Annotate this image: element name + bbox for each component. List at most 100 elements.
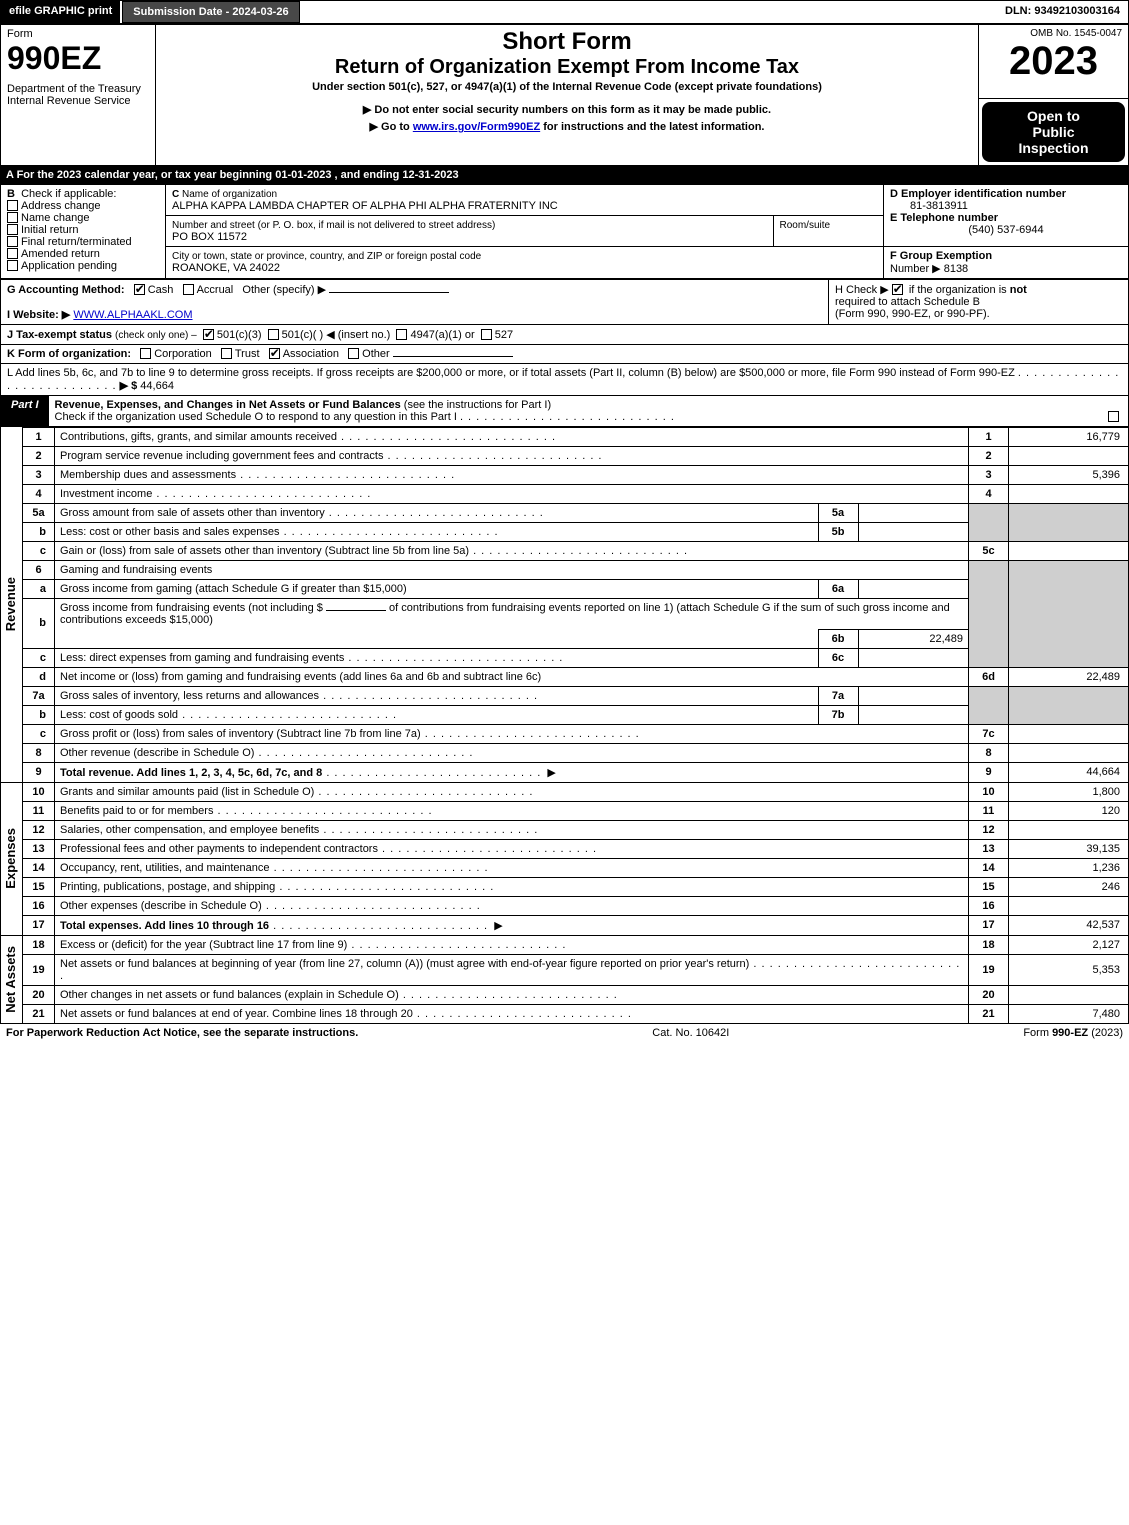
checkbox-amended-return[interactable] xyxy=(7,248,18,259)
dept-irs: Internal Revenue Service xyxy=(7,95,149,107)
line-5c-amount xyxy=(1009,541,1129,560)
section-b-label: B xyxy=(7,188,15,200)
checkbox-address-change[interactable] xyxy=(7,200,18,211)
line-5a-desc: Gross amount from sale of assets other t… xyxy=(55,504,818,522)
line-20-amount xyxy=(1009,985,1129,1004)
line-8-amount xyxy=(1009,743,1129,762)
gross-receipts: 44,664 xyxy=(140,380,174,392)
line-17-amount: 42,537 xyxy=(1009,915,1129,935)
form-word: Form xyxy=(7,28,149,40)
phone-value: (540) 537-6944 xyxy=(890,224,1122,236)
line-12-desc: Salaries, other compensation, and employ… xyxy=(55,820,969,839)
line-6a-desc: Gross income from gaming (attach Schedul… xyxy=(55,580,818,598)
footer-catno: Cat. No. 10642I xyxy=(652,1027,729,1039)
note-goto: ▶ Go to www.irs.gov/Form990EZ for instru… xyxy=(162,118,972,135)
checkbox-assoc[interactable] xyxy=(269,348,280,359)
top-bar: efile GRAPHIC print Submission Date - 20… xyxy=(0,0,1129,24)
line-11-desc: Benefits paid to or for members xyxy=(55,801,969,820)
line-3-desc: Membership dues and assessments xyxy=(55,465,969,484)
checkbox-accrual[interactable] xyxy=(183,284,194,295)
checkbox-trust[interactable] xyxy=(221,348,232,359)
line-5b-mini xyxy=(858,523,968,541)
line-15-amount: 246 xyxy=(1009,877,1129,896)
line-4-amount xyxy=(1009,484,1129,503)
line-18-amount: 2,127 xyxy=(1009,935,1129,954)
line-5b-desc: Less: cost or other basis and sales expe… xyxy=(55,523,818,541)
other-method-input[interactable] xyxy=(329,292,449,293)
vlabel-revenue: Revenue xyxy=(1,573,20,635)
title-return: Return of Organization Exempt From Incom… xyxy=(162,56,972,79)
line-18-desc: Excess or (deficit) for the year (Subtra… xyxy=(55,935,969,954)
line-9-desc: Total revenue. Add lines 1, 2, 3, 4, 5c,… xyxy=(55,762,969,782)
other-org-input[interactable] xyxy=(393,356,513,357)
line-21-amount: 7,480 xyxy=(1009,1004,1129,1023)
checkbox-527[interactable] xyxy=(481,329,492,340)
efile-print-link[interactable]: efile GRAPHIC print xyxy=(1,1,122,23)
section-l: L Add lines 5b, 6c, and 7b to line 9 to … xyxy=(0,364,1129,396)
line-6b-desc1: Gross income from fundraising events (no… xyxy=(55,598,969,629)
irs-link[interactable]: www.irs.gov/Form990EZ xyxy=(413,121,540,133)
street-value: PO BOX 11572 xyxy=(172,231,247,243)
line-12-amount xyxy=(1009,820,1129,839)
section-f-label: F Group Exemption xyxy=(890,250,992,262)
checkbox-other-org[interactable] xyxy=(348,348,359,359)
line-14-amount: 1,236 xyxy=(1009,858,1129,877)
city-value: ROANOKE, VA 24022 xyxy=(172,262,280,274)
line-6-desc: Gaming and fundraising events xyxy=(55,560,969,579)
sched-b-line2: required to attach Schedule B xyxy=(835,296,980,308)
line-7b-mini xyxy=(858,706,968,724)
part1-header: Part I Revenue, Expenses, and Changes in… xyxy=(0,396,1129,427)
checkbox-501c3[interactable] xyxy=(203,329,214,340)
footer-left: For Paperwork Reduction Act Notice, see … xyxy=(6,1027,358,1039)
line-13-amount: 39,135 xyxy=(1009,839,1129,858)
checkbox-schedule-o[interactable] xyxy=(1108,411,1119,422)
checkbox-final-return[interactable] xyxy=(7,236,18,247)
group-exemption-value: 8138 xyxy=(944,263,968,275)
line-13-desc: Professional fees and other payments to … xyxy=(55,839,969,858)
checkbox-initial-return[interactable] xyxy=(7,224,18,235)
line-6d-desc: Net income or (loss) from gaming and fun… xyxy=(55,667,969,686)
section-a: A For the 2023 calendar year, or tax yea… xyxy=(0,166,1129,184)
submission-date: Submission Date - 2024-03-26 xyxy=(122,1,299,23)
line-7b-desc: Less: cost of goods sold xyxy=(55,706,818,724)
title-short-form: Short Form xyxy=(162,28,972,56)
section-e-label: E Telephone number xyxy=(890,212,998,224)
checkbox-cash[interactable] xyxy=(134,284,145,295)
line-7c-amount xyxy=(1009,724,1129,743)
line-10-desc: Grants and similar amounts paid (list in… xyxy=(55,782,969,801)
section-k: K Form of organization: Corporation Trus… xyxy=(0,345,1129,364)
street-label: Number and street (or P. O. box, if mail… xyxy=(172,220,495,231)
form-header: Form 990EZ Department of the Treasury In… xyxy=(0,24,1129,166)
line-5c-desc: Gain or (loss) from sale of assets other… xyxy=(55,541,969,560)
line-20-desc: Other changes in net assets or fund bala… xyxy=(55,985,969,1004)
opt-amended-return: Amended return xyxy=(21,248,100,260)
website-link[interactable]: WWW.ALPHAAKL.COM xyxy=(73,309,192,321)
checkbox-4947[interactable] xyxy=(396,329,407,340)
checkbox-501c[interactable] xyxy=(268,329,279,340)
line-1-desc: Contributions, gifts, grants, and simila… xyxy=(55,427,969,446)
checkbox-schedule-b[interactable] xyxy=(892,284,903,295)
dept-treasury: Department of the Treasury xyxy=(7,83,149,95)
checkbox-application-pending[interactable] xyxy=(7,260,18,271)
line-4-desc: Investment income xyxy=(55,484,969,503)
line-2-amount xyxy=(1009,446,1129,465)
sections-g-h: G Accounting Method: Cash Accrual Other … xyxy=(0,279,1129,325)
line-10-amount: 1,800 xyxy=(1009,782,1129,801)
line-6c-desc: Less: direct expenses from gaming and fu… xyxy=(55,649,818,667)
line-8-desc: Other revenue (describe in Schedule O) xyxy=(55,743,969,762)
line-19-amount: 5,353 xyxy=(1009,954,1129,985)
room-label: Room/suite xyxy=(780,220,831,231)
checkbox-name-change[interactable] xyxy=(7,212,18,223)
opt-initial-return: Initial return xyxy=(21,224,78,236)
form-number: 990EZ xyxy=(7,40,149,77)
line-6d-amount: 22,489 xyxy=(1009,667,1129,686)
line-21-desc: Net assets or fund balances at end of ye… xyxy=(55,1004,969,1023)
note-ssn: ▶ Do not enter social security numbers o… xyxy=(162,101,972,118)
line-6a-mini xyxy=(858,580,968,598)
city-label: City or town, state or province, country… xyxy=(172,251,481,262)
line-6b-mini: 22,489 xyxy=(858,629,968,648)
dln-label: DLN: 93492103003164 xyxy=(997,1,1128,23)
line-15-desc: Printing, publications, postage, and shi… xyxy=(55,877,969,896)
sched-b-line3: (Form 990, 990-EZ, or 990-PF). xyxy=(835,308,990,320)
checkbox-corp[interactable] xyxy=(140,348,151,359)
